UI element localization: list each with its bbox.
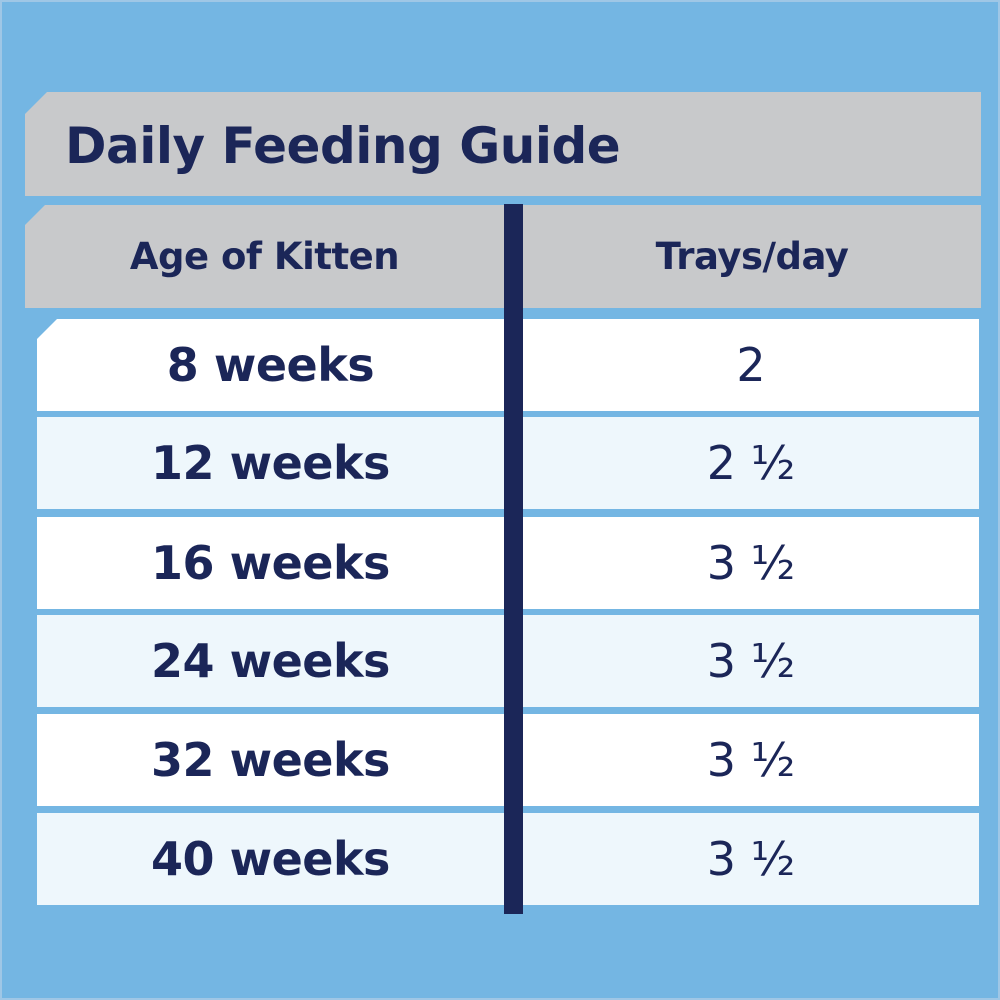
table-cell-trays: 2: [523, 319, 979, 411]
column-header-age: Age of Kitten: [25, 205, 504, 308]
table-cell-trays: 3 ½: [523, 714, 979, 806]
table-cell-age: 40 weeks: [37, 813, 504, 905]
table-cell-trays: 3 ½: [523, 517, 979, 609]
column-divider: [504, 204, 523, 914]
table-cell-trays: 3 ½: [523, 813, 979, 905]
table-cell-age: 8 weeks: [37, 319, 504, 411]
table-cell-age: 16 weeks: [37, 517, 504, 609]
table-cell-age: 24 weeks: [37, 615, 504, 707]
table-cell-trays: 2 ½: [523, 417, 979, 509]
title-bar: Daily Feeding Guide: [25, 92, 981, 196]
column-header-trays: Trays/day: [523, 205, 981, 308]
page-title: Daily Feeding Guide: [65, 117, 621, 175]
table-cell-trays: 3 ½: [523, 615, 979, 707]
table-cell-age: 12 weeks: [37, 417, 504, 509]
table-cell-age: 32 weeks: [37, 714, 504, 806]
